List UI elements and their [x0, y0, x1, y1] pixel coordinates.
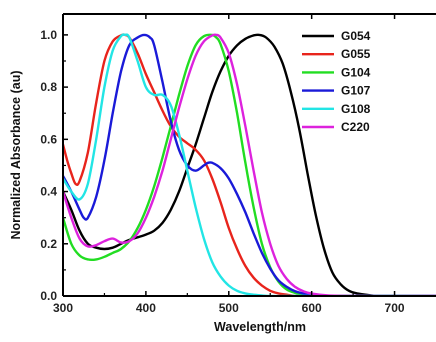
series-layer	[63, 33, 436, 296]
y-tick-label: 0.8	[40, 80, 57, 94]
y-tick-label: 0.4	[40, 185, 57, 199]
y-axis-label: Normalized Absorbance (au)	[9, 70, 23, 239]
y-tick-label: 0.6	[40, 132, 57, 146]
legend-label-g107: G107	[341, 84, 371, 98]
x-tick-label: 300	[53, 301, 73, 315]
series-line-c220	[63, 33, 436, 296]
legend: G054 G055 G104 G107 G108 C220	[302, 29, 371, 134]
legend-label-g054: G054	[341, 29, 371, 43]
series-line-g107	[63, 33, 436, 296]
x-tick-label: 500	[219, 301, 239, 315]
x-tick-label: 600	[302, 301, 322, 315]
x-axis-label: Wavelength/nm	[214, 320, 306, 334]
y-tick-label: 0.0	[40, 289, 57, 303]
legend-label-g055: G055	[341, 47, 371, 61]
legend-label-c220: C220	[341, 120, 370, 134]
x-tick-label: 700	[385, 301, 405, 315]
legend-label-g108: G108	[341, 102, 371, 116]
x-tick-label: 400	[136, 301, 156, 315]
y-tick-label: 0.2	[40, 237, 57, 251]
legend-label-g104: G104	[341, 65, 371, 79]
series-line-g104	[63, 33, 436, 296]
axes-layer: 300 400 500 600 700 0.0 0.2 0.4 0.6 0.8 1.0	[40, 13, 436, 315]
y-tick-label: 1.0	[40, 28, 57, 42]
